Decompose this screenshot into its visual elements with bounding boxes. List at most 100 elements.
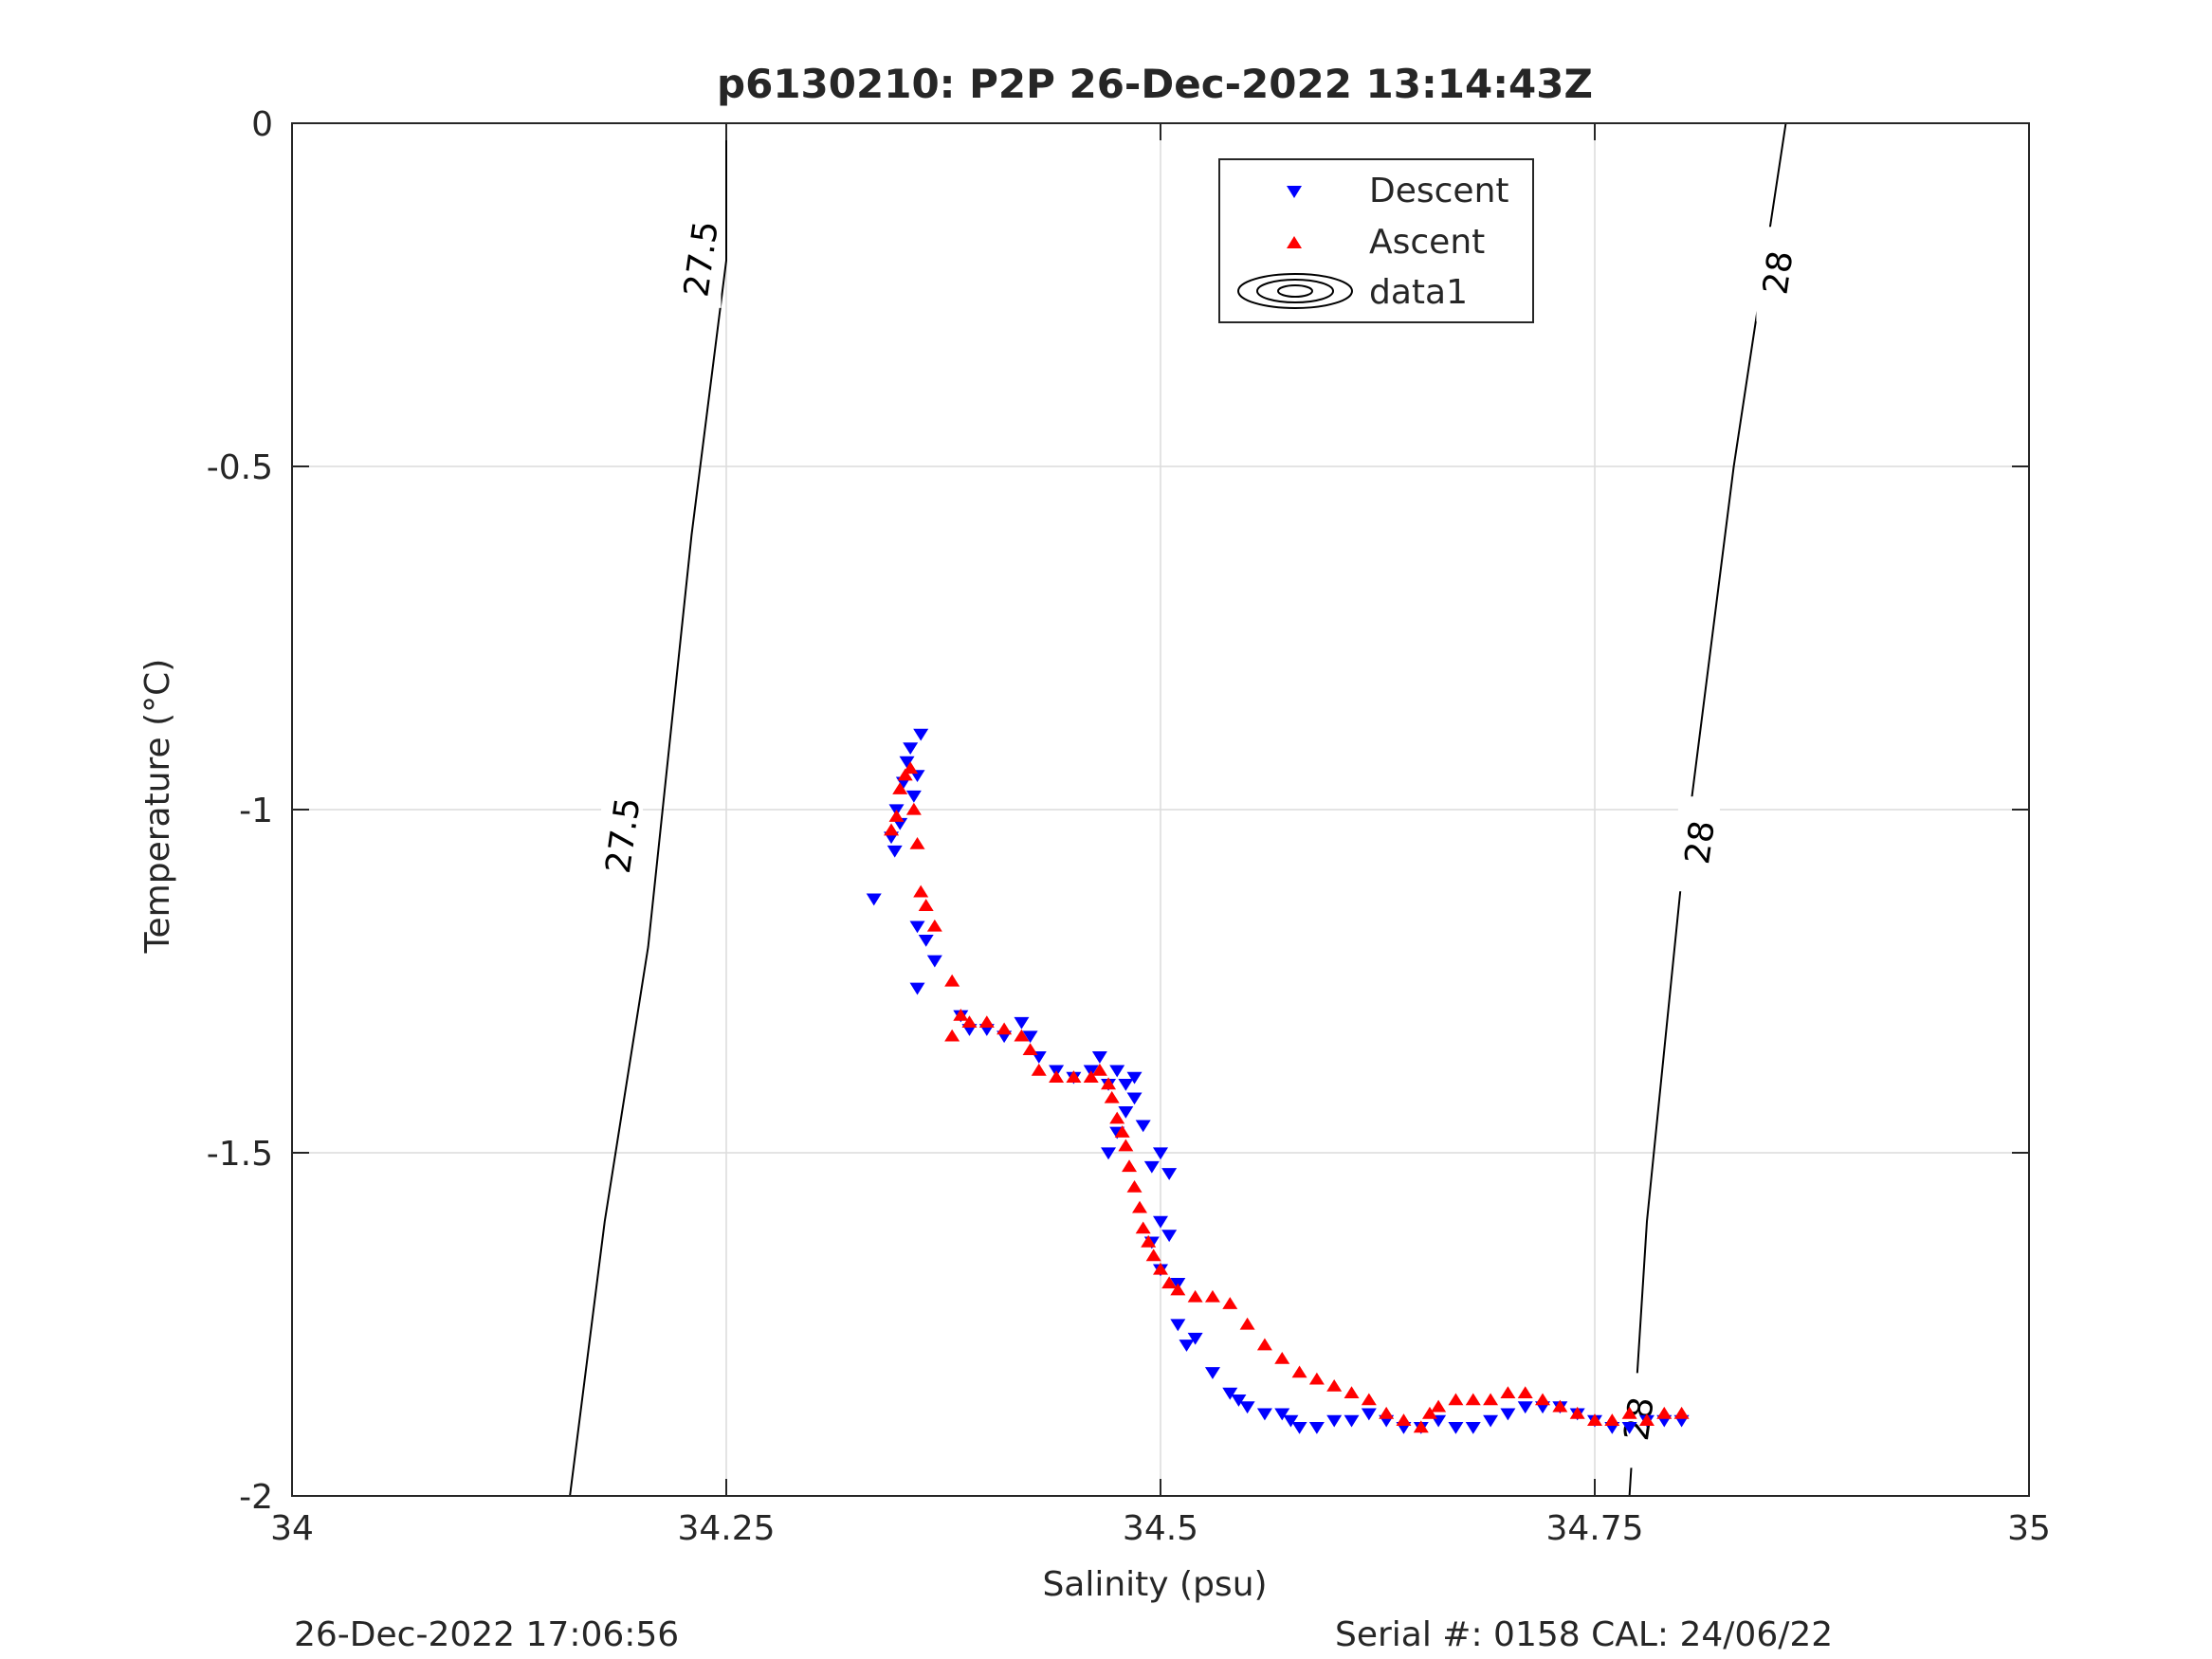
x-tick-label: 34.5	[1123, 1509, 1198, 1548]
y-tick-label: -1	[239, 792, 273, 830]
descent-point	[1274, 1408, 1290, 1421]
descent-point	[1161, 1230, 1178, 1243]
ascent-point	[1344, 1386, 1360, 1398]
x-axis-label: Salinity (psu)	[1042, 1565, 1267, 1604]
chart-title: p6130210: P2P 26-Dec-2022 13:14:43Z	[717, 61, 1593, 107]
descent-point	[1179, 1340, 1195, 1352]
descent-point	[1291, 1422, 1307, 1434]
ascent-point	[1104, 1090, 1120, 1103]
ascent-point	[1126, 1180, 1143, 1193]
ascent-point	[1049, 1070, 1065, 1083]
descent-point	[1109, 1065, 1125, 1078]
ascent-point	[926, 919, 942, 932]
descent-point	[1256, 1408, 1272, 1421]
x-tick-label: 34	[270, 1509, 314, 1548]
ascent-point	[1604, 1413, 1620, 1426]
descent-point	[1135, 1120, 1151, 1133]
ascent-point	[1161, 1276, 1178, 1289]
ascent-point	[961, 1015, 978, 1029]
descent-point	[1621, 1422, 1637, 1434]
axis-ticks: 34 34.25 34.5 34.75 35 0 -0.5 -1 -1.5 -2	[207, 105, 2051, 1548]
legend-ascent-label: Ascent	[1369, 223, 1485, 262]
ascent-point	[1187, 1289, 1203, 1303]
ascent-point	[1413, 1420, 1429, 1433]
y-axis-label: Temperature (°C)	[138, 659, 177, 955]
footer-serial: Serial #: 0158 CAL: 24/06/22	[1335, 1615, 1833, 1654]
legend-descent-label: Descent	[1369, 172, 1509, 210]
descent-point	[1101, 1147, 1117, 1160]
y-tick-label: -0.5	[207, 448, 273, 487]
descent-point	[905, 790, 922, 803]
series-ascent	[884, 761, 1690, 1433]
descent-point	[1517, 1401, 1533, 1414]
ascent-point	[1109, 1111, 1125, 1124]
contour-label-bg	[1677, 796, 1720, 892]
ascent-point	[913, 884, 929, 898]
ascent-point	[903, 761, 919, 775]
ascent-point	[1638, 1413, 1654, 1426]
ascent-point	[1101, 1077, 1117, 1090]
descent-point	[1118, 1105, 1134, 1119]
ascent-point	[1222, 1297, 1238, 1309]
descent-point	[1239, 1401, 1255, 1414]
y-tick-label: -1.5	[207, 1135, 273, 1174]
ascent-point	[1114, 1125, 1130, 1138]
ascent-point	[1517, 1386, 1533, 1398]
ascent-point	[1141, 1234, 1157, 1248]
ascent-point	[884, 823, 900, 836]
ascent-point	[1031, 1063, 1047, 1076]
ascent-point	[1083, 1070, 1099, 1083]
ascent-point	[892, 782, 908, 794]
ascent-point	[1379, 1406, 1395, 1419]
contour-label: 28	[1756, 248, 1801, 297]
descent-point	[926, 955, 942, 968]
ascent-point	[1361, 1393, 1377, 1406]
ascent-point	[1421, 1406, 1437, 1419]
ascent-point	[918, 899, 934, 911]
descent-point	[1448, 1422, 1464, 1434]
descent-point	[1222, 1387, 1238, 1400]
legend: Descent Ascent data1	[1218, 158, 1534, 323]
legend-contour-marker	[1237, 273, 1353, 309]
ascent-point	[1014, 1029, 1030, 1042]
legend-data1-label: data1	[1369, 273, 1468, 312]
descent-point	[903, 742, 919, 756]
ascent-point	[1535, 1393, 1551, 1406]
contour-label: 28	[1618, 1395, 1662, 1443]
ascent-point	[978, 1015, 995, 1029]
grid-lines	[292, 123, 2029, 1496]
contour-label: 28	[1678, 818, 1723, 866]
ascent-point	[1122, 1159, 1138, 1173]
descent-point	[1283, 1414, 1299, 1428]
descent-point	[1126, 1071, 1143, 1085]
data-points	[866, 728, 1690, 1434]
ascent-point	[944, 1029, 960, 1042]
descent-point	[1308, 1422, 1325, 1434]
ascent-point	[1239, 1317, 1255, 1330]
ascent-point	[1291, 1365, 1307, 1378]
contour-label-bg	[1756, 227, 1799, 322]
ascent-point	[1132, 1200, 1148, 1213]
ascent-point	[1204, 1289, 1220, 1303]
descent-point	[1153, 1147, 1168, 1160]
legend-ascent-marker	[1287, 236, 1302, 248]
ascent-point	[1022, 1043, 1038, 1055]
descent-point	[913, 728, 929, 741]
contour-label-bg	[1617, 1373, 1659, 1468]
descent-point	[887, 845, 903, 858]
ascent-point	[1483, 1393, 1499, 1406]
descent-point	[1204, 1367, 1220, 1379]
descent-point	[1500, 1408, 1516, 1421]
ascent-point	[1308, 1372, 1325, 1385]
descent-point	[909, 982, 925, 995]
ascent-point	[1656, 1406, 1673, 1419]
footer-timestamp: 26-Dec-2022 17:06:56	[294, 1615, 679, 1654]
descent-point	[918, 934, 934, 947]
ascent-point	[944, 974, 960, 987]
descent-point	[1483, 1414, 1499, 1428]
x-tick-label: 34.25	[677, 1509, 775, 1548]
descent-point	[1231, 1395, 1247, 1407]
ascent-point	[1621, 1406, 1637, 1419]
x-tick-label: 34.75	[1545, 1509, 1643, 1548]
